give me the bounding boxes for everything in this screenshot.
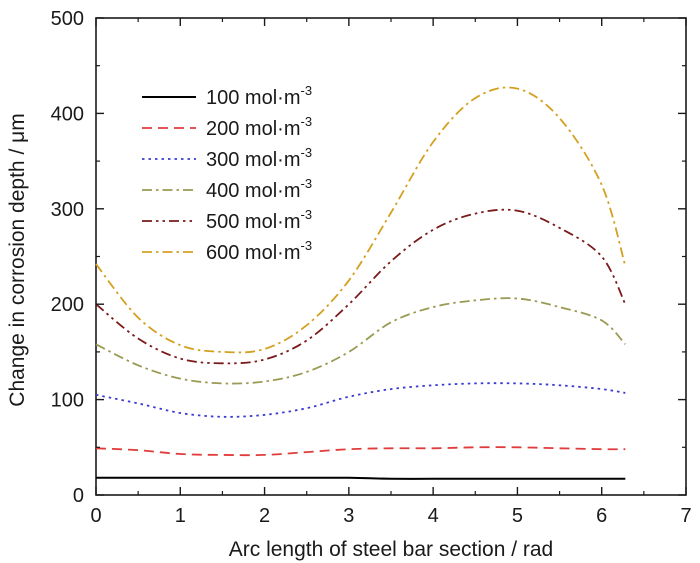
series-line-1 — [96, 476, 626, 480]
y-tick-label: 400 — [51, 103, 84, 125]
ticks-layer: 0 1 2 3 4 5 6 7 0 100 200 300 400 500 — [51, 8, 692, 527]
series-line-4 — [95, 297, 626, 385]
legend-label-4: 400 mol·m-3 — [206, 176, 312, 202]
x-tick-label: 5 — [512, 505, 523, 527]
series-line-5 — [95, 208, 627, 365]
x-tick-label: 3 — [343, 505, 354, 527]
y-axis-title: Change in corrosion depth / μm — [6, 113, 29, 406]
legend-label-1: 100 mol·m-3 — [206, 83, 312, 109]
x-tick-label: 2 — [259, 505, 270, 527]
y-tick-label: 500 — [51, 8, 84, 30]
y-tick-label: 0 — [73, 485, 84, 507]
series-line-6 — [95, 86, 627, 354]
y-tick-label: 200 — [51, 294, 84, 316]
x-axis-title: Arc length of steel bar section / rad — [229, 538, 554, 561]
x-tick-label: 0 — [90, 505, 101, 527]
x-tick-label: 7 — [680, 505, 691, 527]
x-tick-label: 6 — [596, 505, 607, 527]
legend: 100 mol·m-3 200 mol·m-3 300 mol·m-3 400 mol… — [142, 83, 312, 264]
y-tick-label: 100 — [51, 390, 84, 412]
legend-label-6: 600 mol·m-3 — [206, 238, 312, 264]
y-tick-label: 300 — [51, 199, 84, 221]
legend-label-5: 500 mol·m-3 — [206, 207, 312, 233]
plot-border — [95, 17, 687, 496]
series-line-2 — [95, 446, 626, 457]
x-tick-label: 4 — [428, 505, 439, 527]
series-line-3 — [95, 382, 626, 418]
x-tick-label: 1 — [175, 505, 186, 527]
legend-label-2: 200 mol·m-3 — [206, 114, 312, 140]
legend-label-3: 300 mol·m-3 — [206, 145, 312, 171]
plot-frame — [95, 17, 687, 496]
series-layer — [95, 86, 627, 480]
